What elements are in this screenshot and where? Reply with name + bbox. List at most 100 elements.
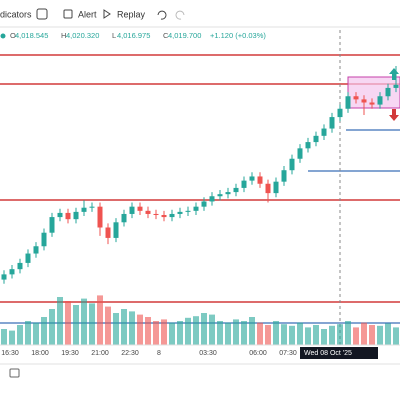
volume-bar xyxy=(121,309,127,345)
toolbar: dicators Alert Replay xyxy=(0,8,400,28)
volume-bar xyxy=(113,313,119,345)
volume-bar xyxy=(129,311,135,345)
candle-body xyxy=(177,211,183,214)
volume-bar xyxy=(321,329,327,345)
volume-bar xyxy=(225,322,231,345)
volume-bar xyxy=(265,325,271,345)
candle-body xyxy=(209,196,215,202)
volume-bar xyxy=(361,322,367,345)
volume-bar xyxy=(289,325,295,345)
volume-bar xyxy=(73,305,79,345)
candle-body xyxy=(281,170,287,182)
candle-body xyxy=(193,206,199,211)
crosshair-label-box xyxy=(300,347,378,359)
candle-body xyxy=(25,253,31,263)
volume-bar xyxy=(1,329,7,345)
volume-bar xyxy=(257,322,263,345)
volume-bar xyxy=(161,319,167,345)
crosshair-label: Wed 08 Oct '25 xyxy=(304,350,352,357)
volume-bar xyxy=(233,319,239,345)
volume-bar xyxy=(153,321,159,345)
undo-icon[interactable] xyxy=(157,10,167,20)
volume-bar xyxy=(393,327,399,345)
symbol-dot xyxy=(0,33,6,39)
candle-body xyxy=(81,207,87,212)
redo-icon[interactable] xyxy=(175,10,185,20)
volume-bar xyxy=(49,309,55,345)
candle-body xyxy=(137,206,143,211)
x-tick-label: 18:00 xyxy=(31,350,49,357)
candle-body xyxy=(185,210,191,212)
volume-bar xyxy=(249,317,255,345)
volume-bar xyxy=(89,303,95,345)
x-tick-label: 16:30 xyxy=(1,350,19,357)
volume-bar xyxy=(65,301,71,345)
candle-body xyxy=(305,142,311,149)
candle-body xyxy=(1,274,7,280)
candle-body xyxy=(97,206,103,228)
candle-body xyxy=(89,206,95,208)
candle-body xyxy=(161,215,167,218)
volume-pane xyxy=(1,295,399,345)
x-tick-label: 19:30 xyxy=(61,350,79,357)
candle-body xyxy=(121,213,127,223)
candle-body xyxy=(225,192,231,195)
volume-bar xyxy=(217,321,223,345)
volume-bar xyxy=(385,323,391,345)
candle-body xyxy=(113,222,119,238)
candle-body xyxy=(41,232,47,247)
ohlc-label: H xyxy=(61,31,66,40)
alert-icon[interactable] xyxy=(63,9,73,19)
volume-bar xyxy=(105,306,111,345)
replay-button[interactable]: Replay xyxy=(117,9,146,19)
volume-bar xyxy=(209,314,215,345)
volume-bar xyxy=(33,322,39,345)
x-tick-label: 8 xyxy=(157,350,161,357)
ohlc-label: O xyxy=(10,31,16,40)
volume-bar xyxy=(313,325,319,345)
volume-bar xyxy=(281,324,287,345)
footer-icon[interactable] xyxy=(9,368,20,378)
candles xyxy=(1,66,399,284)
volume-bar xyxy=(9,330,15,345)
down-arrow xyxy=(389,109,399,121)
candle-body xyxy=(297,148,303,159)
ohlc-label: C xyxy=(163,31,169,40)
candle-body xyxy=(49,217,55,233)
ohlc-value: 4,016.975 xyxy=(117,31,150,40)
drawings xyxy=(0,30,400,345)
volume-bar xyxy=(337,324,343,345)
volume-bar xyxy=(25,321,31,345)
candle-body xyxy=(9,269,15,275)
candle-body xyxy=(217,194,223,197)
volume-bar xyxy=(273,321,279,345)
volume-bar xyxy=(177,321,183,345)
candle-body xyxy=(353,96,359,100)
ohlc-value: 4,019.700 xyxy=(168,31,201,40)
x-tick-label: 03:30 xyxy=(199,350,217,357)
indicators-button[interactable]: dicators xyxy=(0,9,32,19)
candle-body xyxy=(145,210,151,214)
candle-body xyxy=(321,128,327,136)
volume-bar xyxy=(169,322,175,345)
candle-body xyxy=(289,158,295,171)
replay-icon[interactable] xyxy=(103,9,111,19)
candle-body xyxy=(361,99,367,103)
candle-body xyxy=(385,87,391,97)
volume-bar xyxy=(353,327,359,345)
candle-body xyxy=(153,213,159,215)
ohlc-label: L xyxy=(112,31,116,40)
volume-bar xyxy=(185,317,191,345)
volume-bar xyxy=(17,325,23,345)
volume-bar xyxy=(137,314,143,345)
volume-bar xyxy=(97,295,103,345)
volume-bar xyxy=(297,322,303,345)
candle-body xyxy=(129,206,135,214)
candle-body xyxy=(393,84,399,88)
layout-icon[interactable] xyxy=(36,8,48,20)
x-tick-label: 22:30 xyxy=(121,350,139,357)
alert-button[interactable]: Alert xyxy=(78,9,97,19)
candle-body xyxy=(169,213,175,218)
volume-bar xyxy=(57,297,63,345)
candle-body xyxy=(377,96,383,105)
